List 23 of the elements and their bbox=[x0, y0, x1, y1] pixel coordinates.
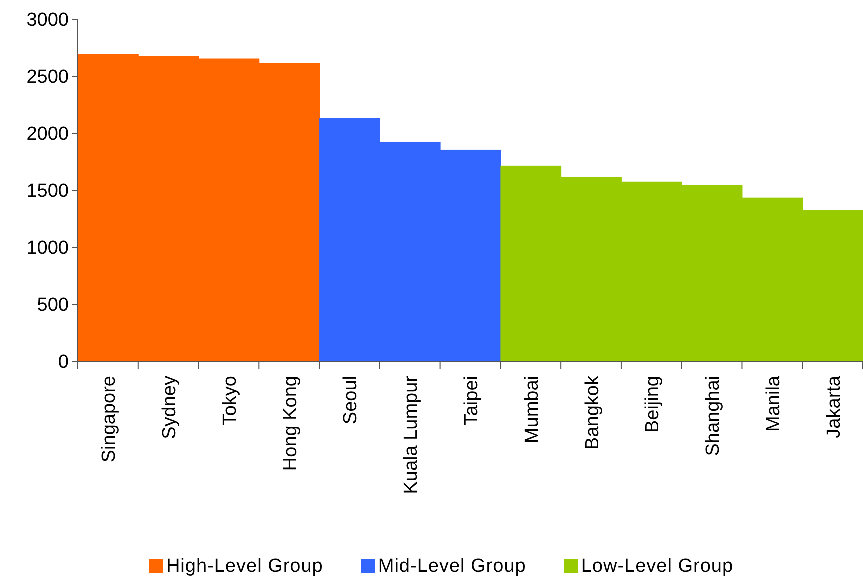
x-tick-label: Tokyo bbox=[220, 376, 241, 426]
y-tick-label: 3000 bbox=[26, 10, 69, 32]
legend-label: High-Level Group bbox=[166, 556, 324, 577]
y-tick-label: 2500 bbox=[26, 67, 69, 88]
x-tick-label: Singapore bbox=[99, 376, 120, 463]
y-tick-label: 1500 bbox=[26, 181, 69, 202]
y-tick-label: 1000 bbox=[26, 238, 69, 260]
legend-label: Mid-Level Group bbox=[378, 556, 526, 577]
y-tick-label: 500 bbox=[37, 295, 69, 316]
x-tick-label: Manila bbox=[763, 376, 784, 432]
y-tick-label: 2000 bbox=[26, 124, 69, 146]
legend-label: Low-Level Group bbox=[581, 556, 734, 577]
y-tick-label: 0 bbox=[58, 352, 69, 374]
x-tick-label: Jakarta bbox=[824, 376, 845, 438]
x-tick-label: Beijing bbox=[642, 376, 664, 434]
x-tick-label: Taipei bbox=[462, 376, 482, 426]
x-tick-label: Seoul bbox=[340, 376, 362, 425]
x-tick-label: Bangkok bbox=[582, 376, 604, 450]
x-tick-label: Kuala Lumpur bbox=[401, 375, 422, 494]
x-tick-label: Shanghai bbox=[703, 376, 724, 456]
x-tick-label: Hong Kong bbox=[280, 376, 302, 472]
x-tick-label: Sydney bbox=[160, 376, 181, 440]
x-tick-label: Mumbai bbox=[522, 376, 543, 444]
